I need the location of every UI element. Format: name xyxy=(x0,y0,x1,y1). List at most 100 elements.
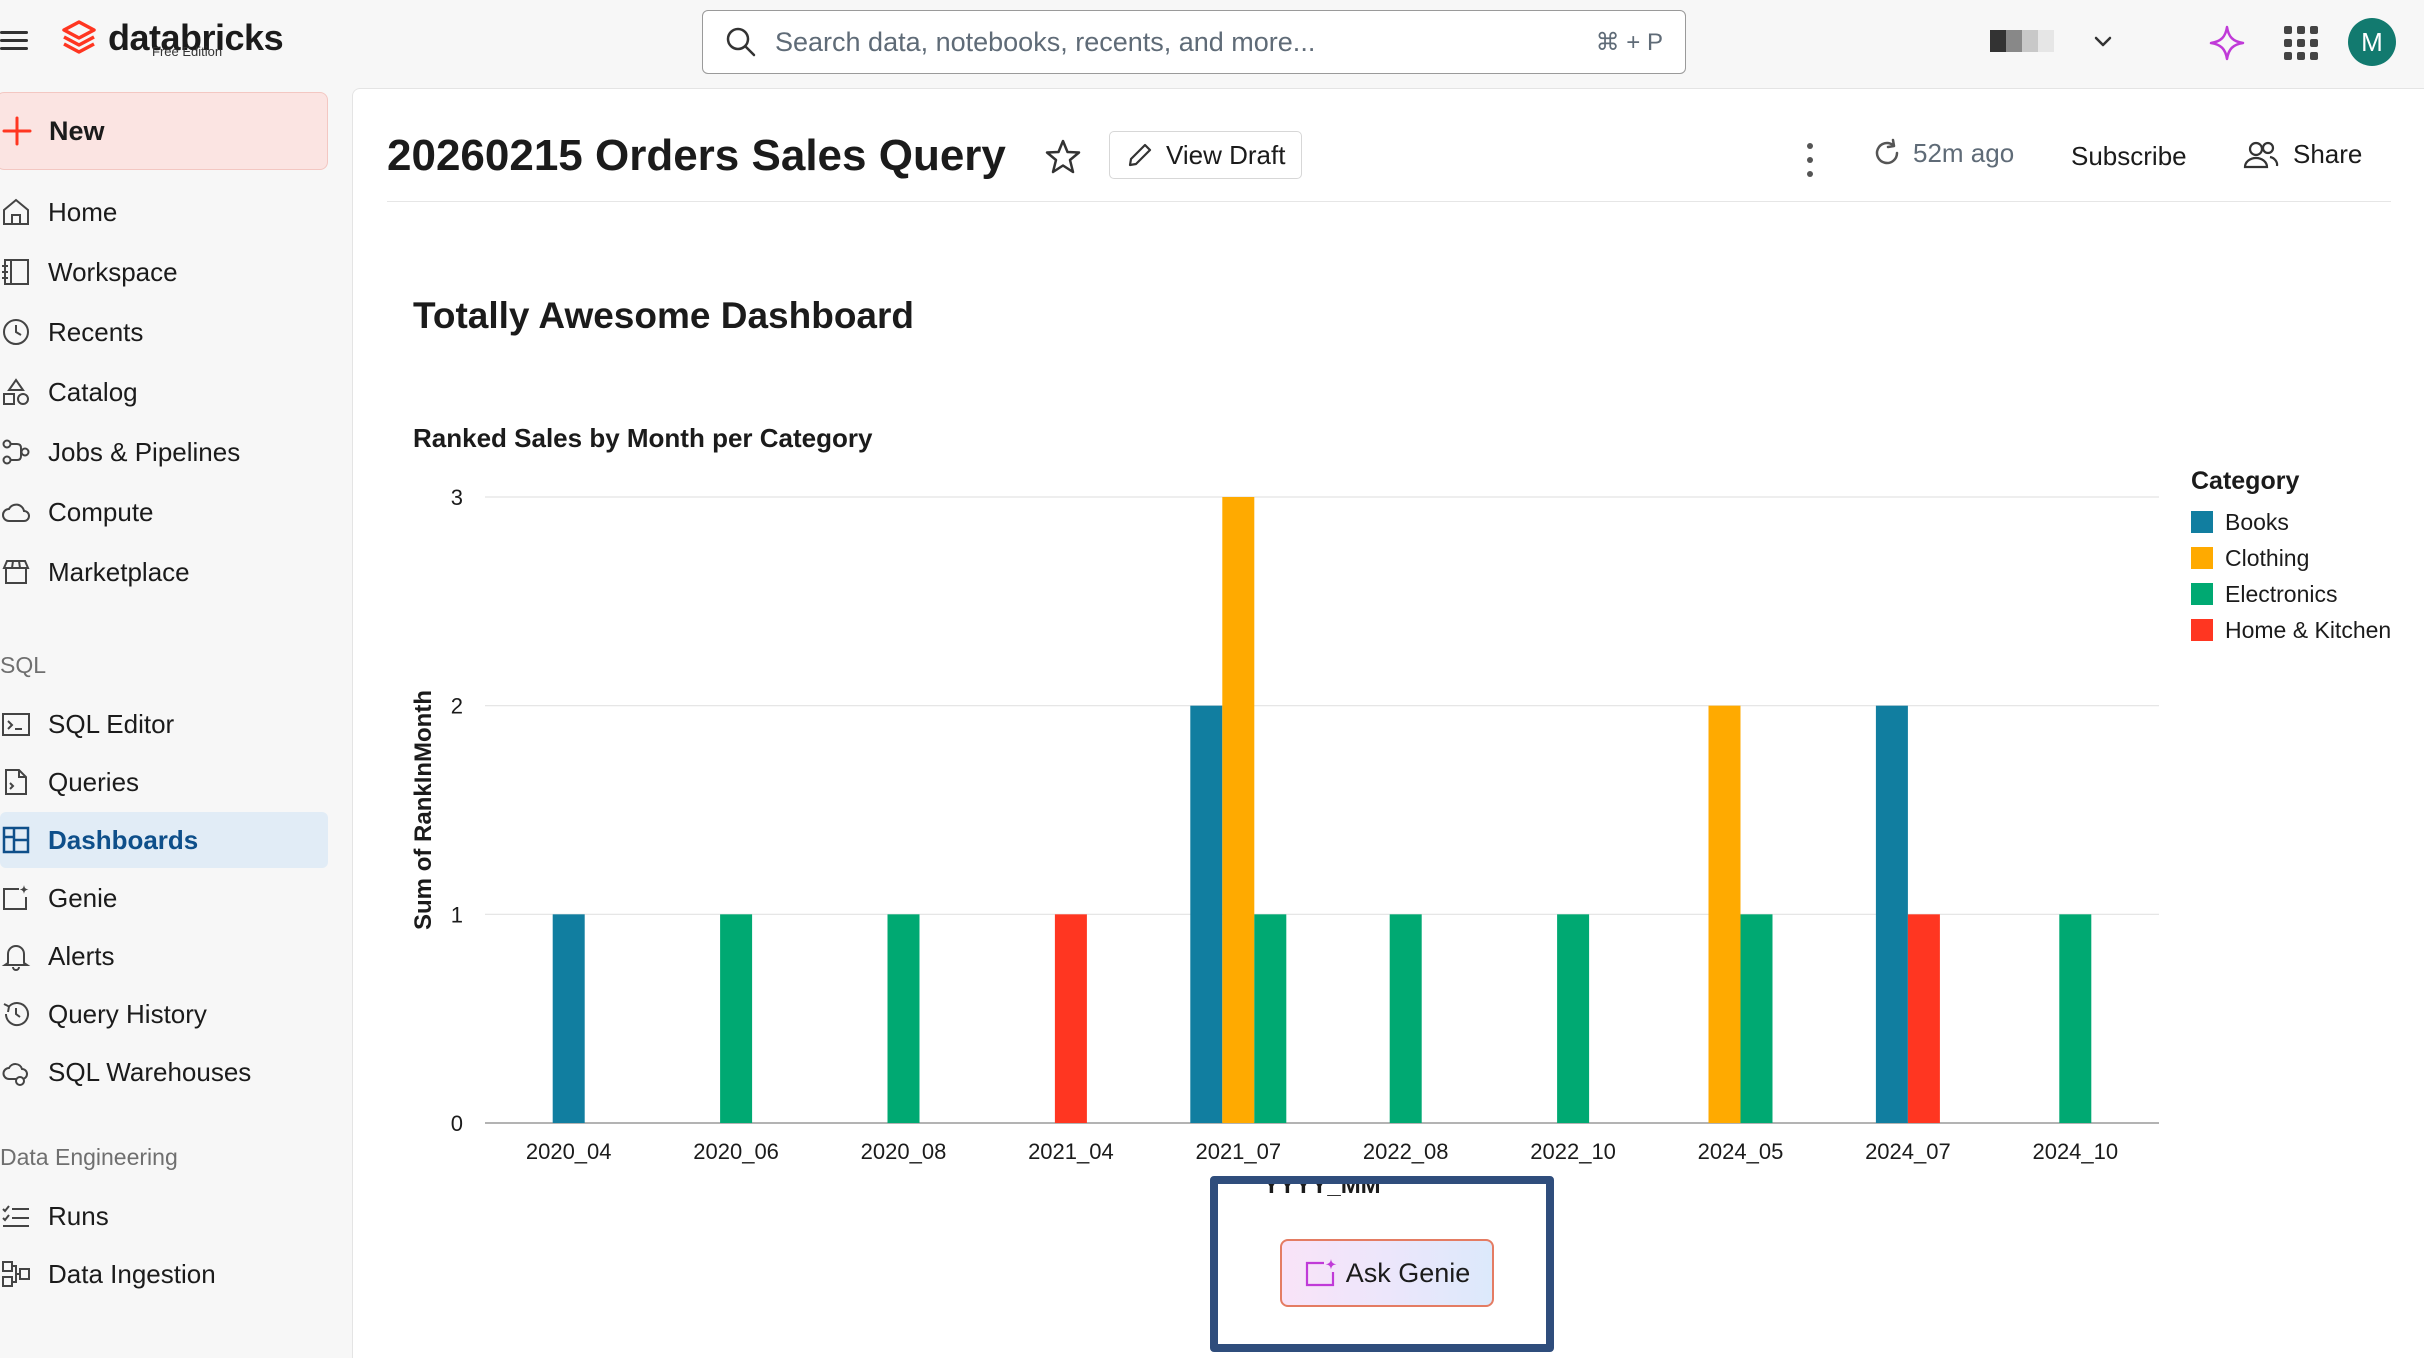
sidebar-item-workspace[interactable]: Workspace xyxy=(0,244,328,300)
ingestion-icon xyxy=(0,1258,32,1290)
workspace-switcher[interactable] xyxy=(1990,30,2114,52)
sidebar-item-label: Alerts xyxy=(48,940,115,971)
bar-electronics xyxy=(1389,914,1422,1123)
bell-icon xyxy=(0,940,32,972)
sidebar-item-label: Marketplace xyxy=(48,556,190,587)
sidebar-item-alerts[interactable]: Alerts xyxy=(0,928,328,984)
y-axis-label: Sum of RankInMonth xyxy=(410,690,437,930)
genie-icon xyxy=(0,882,32,914)
bar-books xyxy=(1190,705,1223,1123)
global-search[interactable]: Search data, notebooks, recents, and mor… xyxy=(702,10,1686,74)
sidebar-item-label: SQL Editor xyxy=(48,708,175,739)
sidebar-item-label: Dashboards xyxy=(48,824,199,855)
assistant-sparkle-icon[interactable] xyxy=(2208,24,2246,62)
x-tick-label: 2022_10 xyxy=(1530,1139,1616,1164)
sidebar-item-label: Recents xyxy=(48,316,144,347)
chart-title: Ranked Sales by Month per Category xyxy=(413,423,873,453)
sidebar-item-query-history[interactable]: Query History xyxy=(0,986,328,1042)
star-icon[interactable] xyxy=(1043,137,1083,177)
sidebar-item-data-ingestion[interactable]: Data Ingestion xyxy=(0,1246,328,1302)
sidebar-item-label: Data Ingestion xyxy=(48,1258,216,1289)
dashboard-title: Totally Awesome Dashboard xyxy=(413,295,914,336)
legend-swatch xyxy=(2191,619,2213,641)
cloud-icon xyxy=(0,496,32,528)
subscribe-button[interactable]: Subscribe xyxy=(2071,141,2187,171)
sidebar-item-sql-editor[interactable]: SQL Editor xyxy=(0,696,328,752)
list-check-icon xyxy=(0,1200,32,1232)
sql-editor-icon xyxy=(0,708,32,740)
y-tick-label: 1 xyxy=(451,902,463,927)
workspace-icon xyxy=(0,256,32,288)
bar-home-kitchen xyxy=(1054,914,1087,1123)
top-bar: databricks Free Edition Search data, not… xyxy=(0,0,2424,88)
x-tick-label: 2020_06 xyxy=(693,1139,779,1164)
sidebar-item-label: Queries xyxy=(48,766,140,797)
search-icon xyxy=(726,27,756,57)
sidebar-item-home[interactable]: Home xyxy=(0,184,328,240)
sidebar-item-marketplace[interactable]: Marketplace xyxy=(0,544,328,600)
storefront-icon xyxy=(0,556,32,588)
bar-books xyxy=(552,914,585,1123)
legend-swatch xyxy=(2191,583,2213,605)
page-title: 20260215 Orders Sales Query xyxy=(387,131,1006,180)
plus-icon xyxy=(2,116,32,146)
header-divider xyxy=(387,201,2391,202)
bar-electronics xyxy=(1557,914,1590,1123)
main-panel: 20260215 Orders Sales Query View Draft 5… xyxy=(352,88,2424,1358)
bar-electronics xyxy=(2059,914,2092,1123)
data-engineering-section-label: Data Engineering xyxy=(0,1144,178,1170)
sidebar-item-label: Workspace xyxy=(48,256,178,287)
sidebar-item-label: Catalog xyxy=(48,376,138,407)
refresh-icon xyxy=(1875,138,1899,165)
sidebar-item-sql-warehouses[interactable]: SQL Warehouses xyxy=(0,1044,328,1100)
sidebar-item-queries[interactable]: Queries xyxy=(0,754,328,810)
x-tick-label: 2024_07 xyxy=(1865,1139,1951,1164)
sidebar-item-recents[interactable]: Recents xyxy=(0,304,328,360)
bar-home-kitchen xyxy=(1907,914,1940,1123)
menu-icon[interactable] xyxy=(0,26,30,56)
refresh-age: 52m ago xyxy=(1913,137,2015,168)
sidebar-item-dashboards[interactable]: Dashboards xyxy=(0,812,328,868)
sidebar-item-label: Query History xyxy=(48,998,207,1029)
dashboard-title-widget[interactable]: Totally Awesome Dashboard xyxy=(385,279,2391,385)
y-tick-label: 0 xyxy=(451,1111,463,1136)
query-file-icon xyxy=(0,766,32,798)
history-icon xyxy=(0,998,32,1030)
view-draft-button[interactable]: View Draft xyxy=(1109,131,1303,179)
refresh-button[interactable]: 52m ago xyxy=(1871,137,2014,169)
workspace-name-redacted xyxy=(1990,30,2054,52)
sidebar-item-genie[interactable]: Genie xyxy=(0,870,328,926)
new-button-label: New xyxy=(49,115,105,146)
search-shortcut: ⌘ + P xyxy=(1595,28,1663,56)
legend-label: Electronics xyxy=(2225,581,2337,607)
chevron-down-icon xyxy=(2094,36,2112,47)
databricks-logo[interactable]: databricks xyxy=(60,18,284,58)
sidebar-item-label: SQL Warehouses xyxy=(48,1056,252,1087)
catalog-icon xyxy=(0,376,32,408)
sidebar-item-jobs-pipelines[interactable]: Jobs & Pipelines xyxy=(0,424,328,480)
more-options-icon[interactable] xyxy=(1803,143,1817,177)
share-label: Share xyxy=(2293,139,2363,169)
legend-label: Clothing xyxy=(2225,545,2309,571)
sidebar-item-compute[interactable]: Compute xyxy=(0,484,328,540)
share-button[interactable]: Share xyxy=(2243,139,2362,170)
legend-swatch xyxy=(2191,511,2213,533)
people-icon xyxy=(2243,141,2279,168)
sidebar-item-label: Jobs & Pipelines xyxy=(48,436,241,467)
y-tick-label: 2 xyxy=(451,694,463,719)
genie-sparkle-icon xyxy=(1305,1259,1337,1287)
apps-grid-icon[interactable] xyxy=(2284,26,2318,60)
user-avatar[interactable]: M xyxy=(2348,18,2396,66)
x-tick-label: 2021_04 xyxy=(1028,1139,1114,1164)
sidebar-item-catalog[interactable]: Catalog xyxy=(0,364,328,420)
sidebar-item-runs[interactable]: Runs xyxy=(0,1188,328,1244)
new-button[interactable]: New xyxy=(0,92,328,170)
bar-books xyxy=(1875,705,1908,1123)
ask-genie-button[interactable]: Ask Genie xyxy=(1280,1239,1494,1307)
sidebar-item-label: Genie xyxy=(48,882,118,913)
ask-genie-label: Ask Genie xyxy=(1345,1257,1471,1288)
clock-icon xyxy=(0,316,32,348)
sidebar: New Home Workspace Recents Catalog Jobs … xyxy=(0,88,340,1358)
chart-widget[interactable]: Ranked Sales by Month per Category 0 1 2 3 S… xyxy=(385,399,2391,1221)
search-input[interactable]: Search data, notebooks, recents, and mor… xyxy=(775,26,1316,57)
